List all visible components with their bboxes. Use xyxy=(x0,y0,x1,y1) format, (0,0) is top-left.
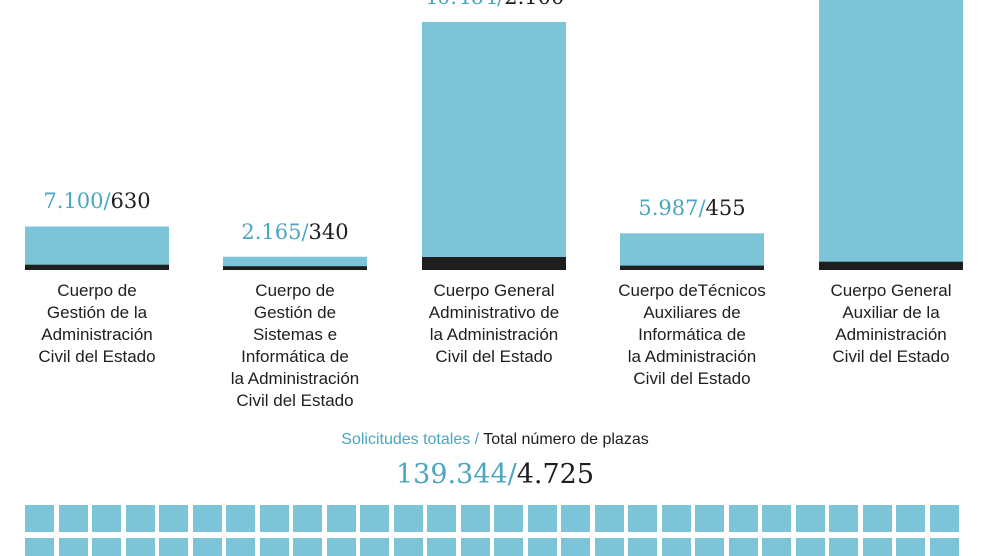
totals-seats: 4.725 xyxy=(516,459,595,490)
bar-applications-2 xyxy=(422,22,566,270)
seat-tile xyxy=(360,538,389,556)
value-seats-1: 340 xyxy=(308,219,349,244)
seat-tile xyxy=(494,505,523,532)
seat-tile xyxy=(126,505,155,532)
seat-tile xyxy=(193,538,222,556)
seat-tile xyxy=(528,538,557,556)
seat-tile xyxy=(561,538,590,556)
category-label-4: Cuerpo General Auxiliar de la Administra… xyxy=(830,281,952,366)
totals-caption-separator: / xyxy=(470,431,484,448)
seat-tile xyxy=(427,538,456,556)
bar-applications-4 xyxy=(819,0,963,270)
seat-tile xyxy=(193,505,222,532)
seat-tile xyxy=(762,505,791,532)
seat-tile xyxy=(461,505,490,532)
seat-tile xyxy=(796,505,825,532)
seat-tile xyxy=(92,538,121,556)
seat-tile xyxy=(25,505,54,532)
seat-tile xyxy=(260,538,289,556)
seat-tile xyxy=(494,538,523,556)
seat-tile xyxy=(695,538,724,556)
bar-applications-3 xyxy=(620,233,764,270)
seat-tile xyxy=(528,505,557,532)
value-label-0: 7.100/630 xyxy=(0,189,197,213)
category-label-3: Cuerpo deTécnicos Auxiliares de Informát… xyxy=(618,281,766,388)
totals-caption-seats: Total número de plazas xyxy=(483,431,649,448)
seat-tile xyxy=(394,505,423,532)
seat-tile xyxy=(59,505,88,532)
seat-tile xyxy=(360,505,389,532)
value-applications-3: 5.987 xyxy=(638,196,699,221)
value-slash-0: / xyxy=(103,189,111,214)
seat-tile xyxy=(159,538,188,556)
seat-tile xyxy=(930,538,959,556)
seat-tile xyxy=(796,538,825,556)
seat-tile xyxy=(327,505,356,532)
seat-tile xyxy=(863,505,892,532)
seat-tile xyxy=(595,505,624,532)
seat-tile xyxy=(461,538,490,556)
value-seats-0: 630 xyxy=(110,189,151,214)
totals-applications: 139.344 xyxy=(395,459,508,490)
seat-tile xyxy=(829,538,858,556)
seat-tile xyxy=(628,505,657,532)
bar-seats-1 xyxy=(223,266,367,270)
seat-tile xyxy=(226,505,255,532)
seat-tile xyxy=(729,538,758,556)
bar-seats-0 xyxy=(25,264,169,270)
bar-seats-3 xyxy=(620,265,764,270)
value-slash-3: / xyxy=(698,196,706,221)
bar-seats-4 xyxy=(819,261,963,270)
seat-tile xyxy=(662,505,691,532)
value-applications-0: 7.100 xyxy=(43,189,104,214)
value-label-3: 5.987/455 xyxy=(592,196,792,220)
seat-tile xyxy=(25,538,54,556)
seat-tile xyxy=(628,538,657,556)
category-label-1: Cuerpo de Gestión de Sistemas e Informát… xyxy=(230,281,360,410)
bar-applications-0 xyxy=(25,226,169,270)
value-label-2: 40.464/2.100 xyxy=(394,0,594,9)
seat-tile xyxy=(695,505,724,532)
bar-seats-2 xyxy=(422,257,566,270)
value-slash-2: / xyxy=(497,0,504,9)
totals-caption: Solicitudes totales / Total número de pl… xyxy=(0,430,990,450)
totals-slash: / xyxy=(507,459,517,490)
value-applications-2: 40.464 xyxy=(424,0,497,9)
seat-tile xyxy=(327,538,356,556)
seat-tile xyxy=(126,538,155,556)
seat-tile xyxy=(930,505,959,532)
seat-tile xyxy=(427,505,456,532)
value-slash-1: / xyxy=(301,219,309,244)
value-seats-3: 455 xyxy=(705,196,746,221)
seat-tile xyxy=(863,538,892,556)
category-label-2: Cuerpo General Administrativo de la Admi… xyxy=(428,281,560,366)
seat-tile-grid xyxy=(25,505,965,556)
seat-tile xyxy=(896,538,925,556)
seat-tile xyxy=(829,505,858,532)
seat-tile xyxy=(260,505,289,532)
seat-tile xyxy=(92,505,121,532)
totals-value: 139.344/4.725 xyxy=(0,460,990,490)
seat-tile xyxy=(159,505,188,532)
seat-tile xyxy=(729,505,758,532)
category-label-0: Cuerpo de Gestión de la Administración C… xyxy=(38,281,156,366)
value-seats-2: 2.100 xyxy=(504,0,564,9)
seat-tile xyxy=(896,505,925,532)
seat-tile xyxy=(226,538,255,556)
seat-tile xyxy=(662,538,691,556)
seat-tile xyxy=(394,538,423,556)
value-applications-1: 2.165 xyxy=(241,219,302,244)
value-label-1: 2.165/340 xyxy=(195,220,395,244)
seat-tile xyxy=(293,538,322,556)
seat-tile xyxy=(293,505,322,532)
seat-tile xyxy=(595,538,624,556)
seat-tile xyxy=(561,505,590,532)
seat-tile xyxy=(762,538,791,556)
totals-caption-applications: Solicitudes totales xyxy=(341,431,471,448)
seat-tile xyxy=(59,538,88,556)
